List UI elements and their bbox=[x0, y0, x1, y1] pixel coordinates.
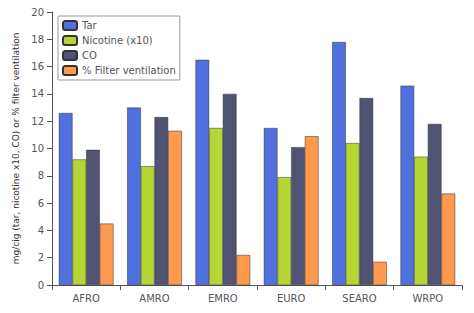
svg-text:CO: CO bbox=[82, 50, 97, 61]
svg-text:8: 8 bbox=[38, 170, 44, 181]
svg-text:10: 10 bbox=[31, 143, 44, 154]
svg-text:mg/cig (tar, nicotine x10, CO): mg/cig (tar, nicotine x10, CO) or % filt… bbox=[11, 33, 21, 265]
svg-text:14: 14 bbox=[31, 88, 44, 99]
svg-text:16: 16 bbox=[31, 61, 44, 72]
svg-text:AMRO: AMRO bbox=[139, 293, 169, 304]
svg-text:0: 0 bbox=[38, 280, 44, 291]
svg-text:WRPO: WRPO bbox=[412, 293, 443, 304]
svg-text:SEARO: SEARO bbox=[342, 293, 376, 304]
svg-text:Nicotine (x10): Nicotine (x10) bbox=[82, 35, 153, 46]
svg-text:2: 2 bbox=[38, 252, 44, 263]
svg-text:20: 20 bbox=[31, 7, 44, 18]
svg-text:Tar: Tar bbox=[81, 20, 98, 31]
svg-text:6: 6 bbox=[38, 198, 44, 209]
svg-text:EURO: EURO bbox=[277, 293, 306, 304]
svg-text:18: 18 bbox=[31, 34, 44, 45]
svg-text:AFRO: AFRO bbox=[72, 293, 100, 304]
svg-text:% Filter ventilation: % Filter ventilation bbox=[82, 65, 176, 76]
svg-text:4: 4 bbox=[38, 225, 44, 236]
svg-text:12: 12 bbox=[31, 116, 44, 127]
svg-text:EMRO: EMRO bbox=[208, 293, 238, 304]
